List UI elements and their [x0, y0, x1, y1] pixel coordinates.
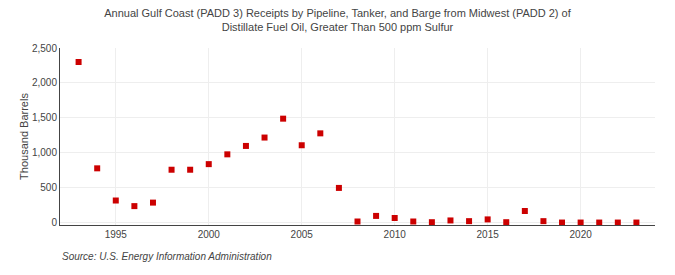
svg-text:1,000: 1,000: [32, 147, 57, 158]
svg-text:Thousand Barrels: Thousand Barrels: [18, 93, 30, 180]
svg-text:500: 500: [40, 182, 57, 193]
svg-text:1995: 1995: [105, 229, 128, 240]
svg-text:2005: 2005: [291, 229, 314, 240]
svg-text:2,500: 2,500: [32, 43, 57, 54]
svg-text:2020: 2020: [570, 229, 593, 240]
svg-text:2010: 2010: [384, 229, 407, 240]
svg-text:2,000: 2,000: [32, 77, 57, 88]
svg-text:2015: 2015: [477, 229, 500, 240]
svg-text:2000: 2000: [198, 229, 221, 240]
svg-text:0: 0: [51, 217, 57, 228]
svg-text:1,500: 1,500: [32, 112, 57, 123]
svg-text:Annual Gulf Coast (PADD 3) Rec: Annual Gulf Coast (PADD 3) Receipts by P…: [104, 7, 571, 33]
svg-text:Source: U.S. Energy Informatio: Source: U.S. Energy Information Administ…: [62, 251, 272, 262]
